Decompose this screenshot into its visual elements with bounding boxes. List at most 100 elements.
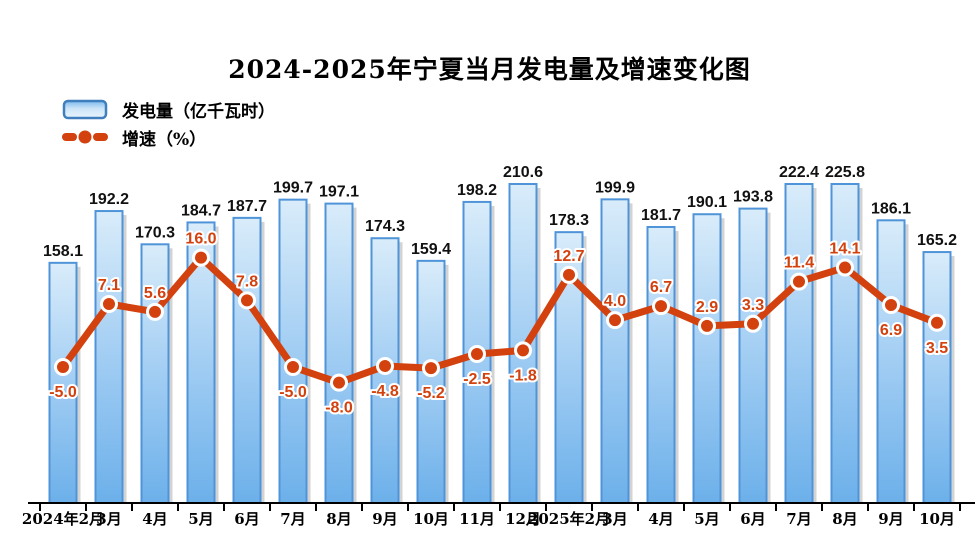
x-axis-label: 8月 [326,510,351,528]
bar-value-label: 193.8 [733,189,773,206]
bar-value-label: 210.6 [503,164,543,181]
growth-marker [928,313,946,332]
x-axis-label: 8月 [832,510,857,528]
bar-value-label: 181.7 [641,207,681,224]
bar-9月 [876,219,906,504]
growth-marker [652,297,670,316]
bar-4月 [140,243,170,504]
x-axis-label: 3月 [96,510,121,528]
growth-marker [468,345,486,364]
growth-value-label: -5.0 [279,384,307,401]
x-axis-label: 2024年2月 [22,510,104,528]
growth-marker [192,248,210,267]
bar-value-label: 225.8 [825,164,865,181]
growth-value-label: 6.9 [880,322,902,339]
bar-value-label: 197.1 [319,184,359,201]
growth-marker [606,311,624,330]
x-axis-label: 10月 [413,510,449,528]
bar-3月 [600,198,630,504]
growth-marker [882,296,900,315]
growth-marker [560,265,578,284]
bar-10月 [416,259,446,504]
growth-marker [744,314,762,333]
growth-marker [238,291,256,310]
growth-value-label: 3.5 [926,340,948,357]
bar-series-swatch-icon [62,98,108,120]
bar-value-label: 199.9 [595,179,635,196]
growth-marker [836,258,854,277]
growth-marker [514,341,532,360]
x-axis-label: 10月 [919,510,955,528]
bar-value-label: 192.2 [89,191,129,208]
growth-marker [330,373,348,392]
bar-value-label: 190.1 [687,194,727,211]
legend-item-growth: 增速（%） [62,125,275,150]
x-axis-label: 6月 [740,510,765,528]
growth-marker [54,358,72,377]
x-axis-label: 7月 [786,510,811,528]
growth-value-label: -5.0 [49,384,77,401]
growth-value-label: 7.1 [98,277,120,294]
growth-value-label: 14.1 [829,241,860,258]
x-axis-label: 12月 [505,510,541,528]
growth-value-label: -8.0 [325,400,353,417]
x-axis-label: 5月 [188,510,213,528]
x-axis-label: 11月 [459,510,495,528]
growth-line [59,254,941,387]
bar-2025年2月 [554,231,584,504]
growth-marker [698,316,716,335]
growth-value-label: -5.2 [417,385,445,402]
bar-value-label: 222.4 [779,164,819,181]
legend-label-growth: 增速（%） [122,129,207,150]
bar-value-label: 158.1 [43,243,83,260]
bar-value-label: 184.7 [181,202,221,219]
bar-value-label: 170.3 [135,224,175,241]
growth-marker [100,295,118,314]
bar-10月 [922,251,952,504]
growth-value-label: 5.6 [144,285,166,302]
bar-4月 [646,225,676,504]
legend: 发电量（亿千瓦时） 增速（%） [62,97,275,153]
bar-6月 [738,207,768,504]
bar-value-label: 178.3 [549,212,589,229]
growth-marker [284,358,302,377]
bar-value-label: 198.2 [457,182,497,199]
x-axis-label: 5月 [694,510,719,528]
growth-value-label: 2.9 [696,299,718,316]
bar-value-label: 199.7 [273,180,313,197]
growth-value-label: 16.0 [185,231,216,248]
growth-value-label: 4.0 [604,293,626,310]
growth-marker [146,302,164,321]
x-axis-label: 4月 [648,510,673,528]
bar-8月 [324,202,354,505]
x-axis-label: 6月 [234,510,259,528]
x-axis-label: 3月 [602,510,627,528]
growth-value-label: 11.4 [784,255,814,272]
bar-6月 [232,216,262,504]
bar-2024年2月 [48,261,78,504]
bar-7月 [784,183,814,504]
growth-value-label: 12.7 [553,248,584,265]
chart-title: 2024-2025年宁夏当月发电量及增速变化图 [228,55,751,84]
bar-value-label: 186.1 [871,200,911,217]
legend-label-generation: 发电量（亿千瓦时） [122,101,275,122]
x-axis-label: 9月 [372,510,397,528]
line-series-swatch-icon [62,129,108,145]
x-axis-label: 4月 [142,510,167,528]
growth-marker [790,272,808,291]
bar-5月 [692,213,722,505]
bar-value-label: 165.2 [917,232,957,249]
bar-3月 [94,210,124,504]
growth-value-label: -1.8 [509,367,537,384]
growth-value-label: -4.8 [371,383,399,400]
x-axis-label: 2025年2月 [528,510,610,528]
bar-value-label: 174.3 [365,218,405,235]
growth-value-label: 7.8 [236,273,258,290]
x-axis-label: 7月 [280,510,305,528]
growth-marker [376,357,394,376]
bar-value-label: 159.4 [411,241,451,258]
growth-marker [422,359,440,378]
growth-value-label: 6.7 [650,279,672,296]
